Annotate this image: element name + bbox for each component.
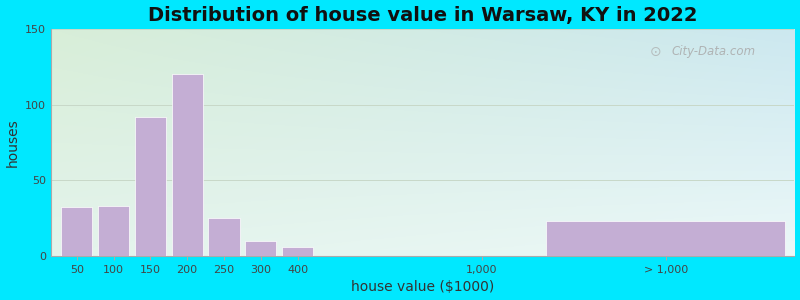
- X-axis label: house value ($1000): house value ($1000): [351, 280, 494, 294]
- Title: Distribution of house value in Warsaw, KY in 2022: Distribution of house value in Warsaw, K…: [148, 6, 698, 25]
- Text: ⊙: ⊙: [650, 45, 661, 59]
- Bar: [208, 218, 240, 256]
- Bar: [546, 221, 786, 256]
- Bar: [282, 247, 314, 256]
- Bar: [61, 207, 92, 256]
- Y-axis label: houses: houses: [6, 118, 19, 167]
- Bar: [98, 206, 129, 256]
- Text: City-Data.com: City-Data.com: [672, 45, 756, 58]
- Bar: [245, 241, 277, 256]
- Bar: [171, 74, 202, 256]
- Bar: [134, 117, 166, 256]
